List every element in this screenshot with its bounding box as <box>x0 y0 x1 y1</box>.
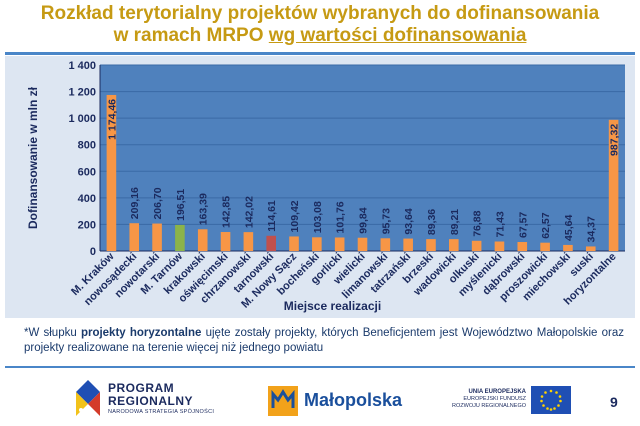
eu-line3: ROZWOJU REGIONALNEGO <box>452 403 526 409</box>
data-label: 62,57 <box>540 212 552 238</box>
data-label: 89,21 <box>449 209 461 235</box>
malopolska-crown-icon <box>268 386 298 416</box>
y-tick-label: 1 400 <box>68 60 96 72</box>
plot-area <box>100 65 625 251</box>
data-label: 142,02 <box>243 196 255 228</box>
data-label: 142,85 <box>221 196 233 228</box>
bar <box>175 224 185 251</box>
y-tick-label: 800 <box>78 140 96 152</box>
footnote-prefix: *W słupku <box>24 327 81 339</box>
bar <box>540 242 550 251</box>
data-label: 1 174,46 <box>106 99 118 140</box>
slide-title-line1: Rozkład terytorialny projektów wybranych… <box>40 3 600 24</box>
bar <box>380 238 391 251</box>
data-label: 45,64 <box>563 215 575 241</box>
bar <box>608 119 619 251</box>
footnote: *W słupku projekty horyzontalne ujęte zo… <box>24 326 624 356</box>
y-tick-label: 1 200 <box>68 87 96 99</box>
program-line1: PROGRAM <box>108 381 175 395</box>
data-label: 95,73 <box>380 208 392 234</box>
y-tick-label: 200 <box>78 219 96 231</box>
title-plain-part: w ramach MRPO <box>113 25 269 46</box>
y-tick-label: 1 000 <box>68 113 96 125</box>
bar <box>220 232 231 251</box>
slide-title-line2: w ramach MRPO wg wartości dofinansowania <box>0 25 640 47</box>
page-number: 9 <box>610 394 618 410</box>
data-label: 206,70 <box>152 187 164 219</box>
bar <box>152 223 162 251</box>
y-tick-label: 0 <box>90 246 96 258</box>
bar <box>289 236 299 251</box>
bar <box>494 241 505 251</box>
title-divider <box>5 52 635 55</box>
bar <box>243 232 254 251</box>
data-label: 67,57 <box>517 212 529 238</box>
bar <box>357 237 368 251</box>
data-label: 89,36 <box>426 209 438 235</box>
data-label: 109,42 <box>289 200 301 232</box>
bar <box>334 237 345 251</box>
bar <box>585 246 596 251</box>
bar <box>449 239 459 251</box>
data-label: 209,16 <box>129 187 141 219</box>
bar <box>403 238 413 251</box>
y-tick-label: 400 <box>78 193 96 205</box>
y-tick-label: 600 <box>78 166 96 178</box>
malopolska-logo-text: Małopolska <box>304 390 403 410</box>
footnote-bold: projekty horyzontalne <box>80 327 202 339</box>
data-label: 93,64 <box>403 208 415 234</box>
eu-text: UNIA EUROPEJSKA EUROPEJSKI FUNDUSZ ROZWO… <box>442 389 526 410</box>
data-label: 101,76 <box>335 201 347 233</box>
data-label: 76,88 <box>472 210 484 236</box>
eu-flag-icon <box>531 386 571 414</box>
bar <box>197 229 208 251</box>
bar <box>471 240 482 251</box>
title-underlined-part: wg wartości dofinansowania <box>268 25 527 46</box>
data-label: 71,43 <box>494 211 506 237</box>
footer-divider <box>5 366 635 368</box>
bar <box>312 237 322 251</box>
bar <box>517 242 528 251</box>
bar <box>129 223 140 251</box>
data-label: 99,84 <box>358 207 370 233</box>
eu-line1: UNIA EUROPEJSKA <box>468 389 526 395</box>
program-regionalny-logo-icon <box>76 380 100 416</box>
chart-area: 0 200 400 600 800 1 000 1 200 1 400 1 174,46 M. K… <box>5 56 635 318</box>
bar <box>563 244 573 251</box>
eu-line2: EUROPEJSKI FUNDUSZ <box>463 396 526 402</box>
y-axis-title: Dofinansowanie w mln zł <box>26 86 40 229</box>
program-regionalny-text: PROGRAM REGIONALNY NARODOWA STRATEGIA SP… <box>108 382 214 416</box>
footer: PROGRAM REGIONALNY NARODOWA STRATEGIA SP… <box>0 372 640 426</box>
data-label: 34,37 <box>586 216 598 242</box>
bar <box>266 235 276 251</box>
data-label: 196,51 <box>175 189 187 221</box>
bar <box>426 239 436 251</box>
data-label: 987,32 <box>609 124 621 156</box>
program-line2: REGIONALNY <box>108 394 194 408</box>
bar <box>106 94 117 251</box>
program-line3: NARODOWA STRATEGIA SPÓJNOŚCI <box>108 409 215 415</box>
footnote-rest: ujęte zostały projekty, których Beneficj… <box>24 327 625 354</box>
x-axis-title: Miejsce realizacji <box>284 299 381 313</box>
data-label: 103,08 <box>312 201 324 233</box>
data-label: 114,61 <box>266 200 278 232</box>
data-label: 163,39 <box>198 193 210 225</box>
